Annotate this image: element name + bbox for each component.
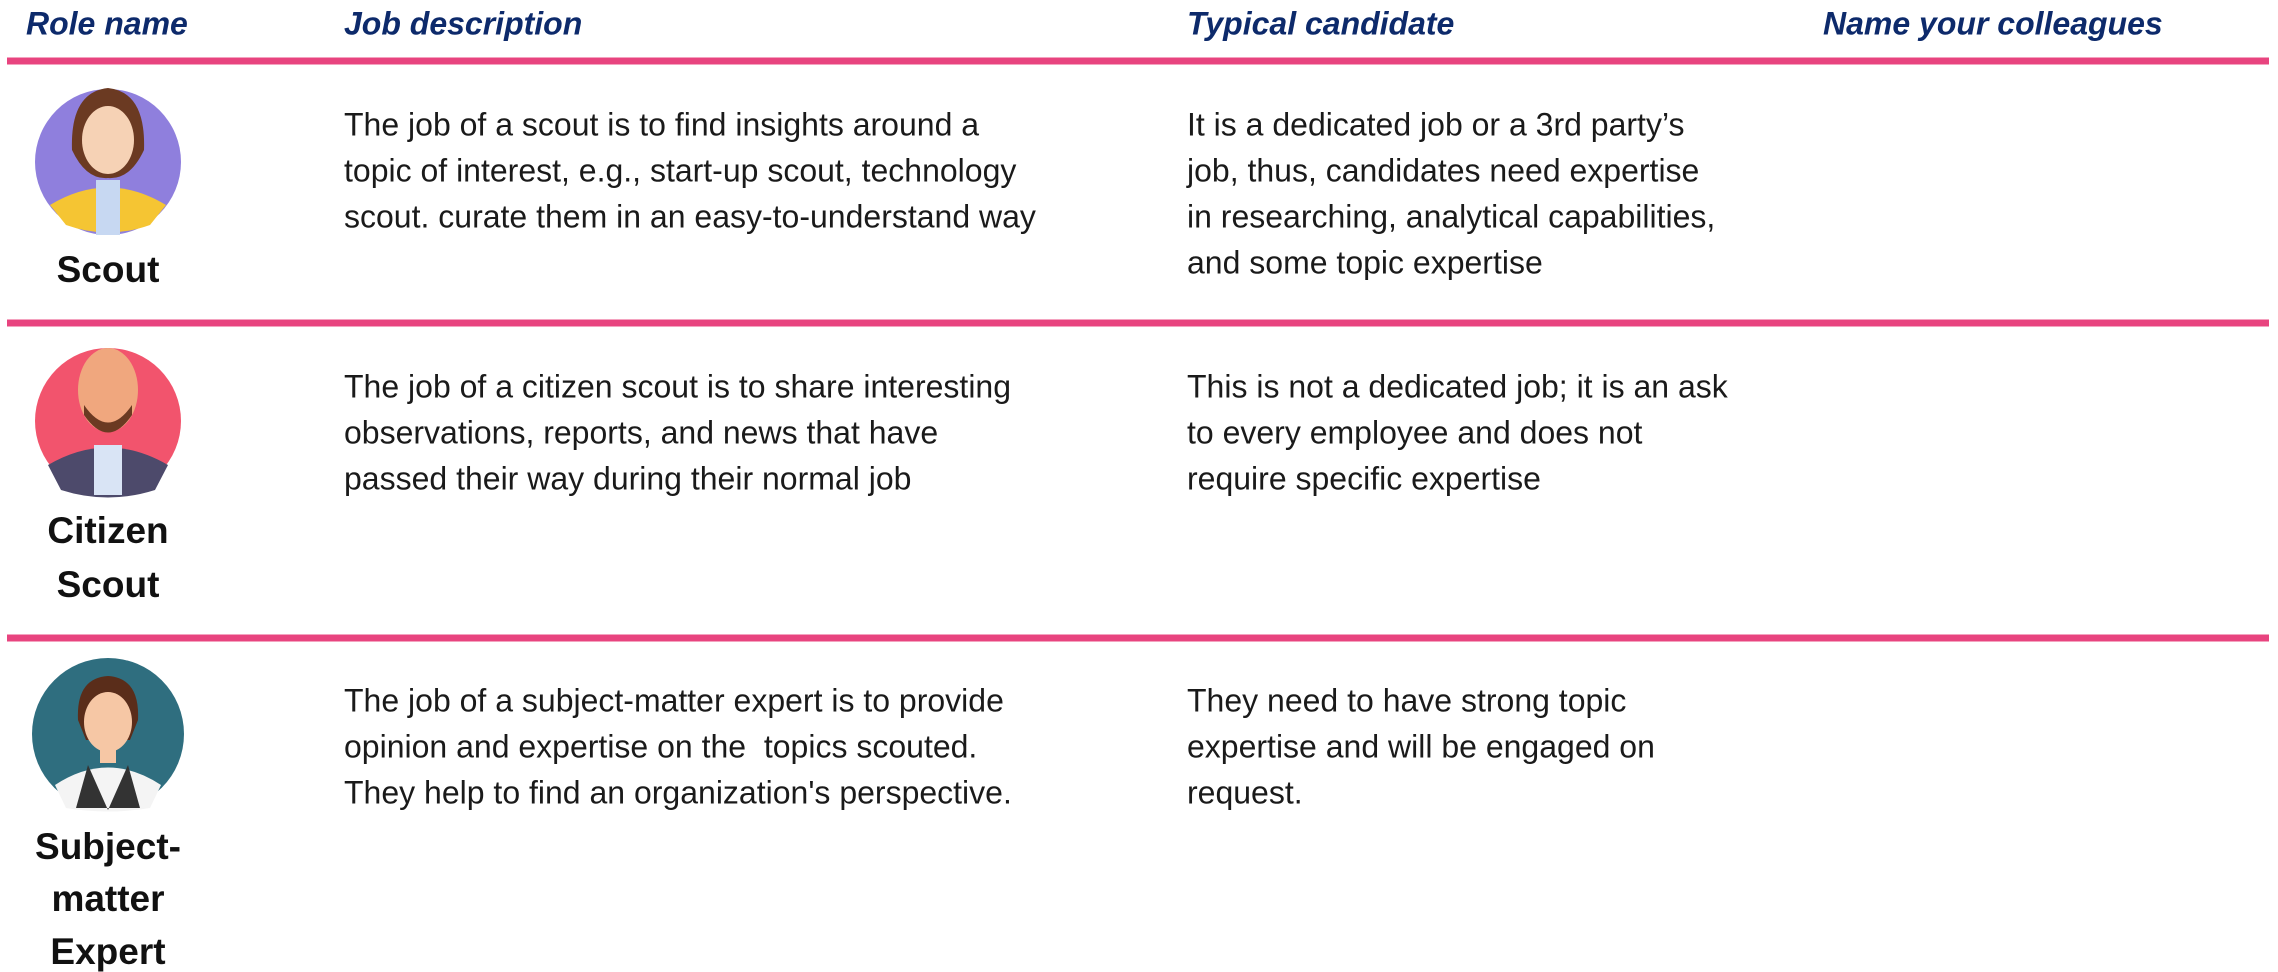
avatar-scout xyxy=(35,88,181,235)
job-description: topic of interest, e.g., start-up scout,… xyxy=(344,152,1016,188)
typical-candidate: to every employee and does not xyxy=(1187,414,1643,450)
column-header: Typical candidate xyxy=(1187,5,1454,41)
job-description: They help to find an organization's pers… xyxy=(344,774,1012,810)
typical-candidate: They need to have strong topic xyxy=(1187,682,1626,718)
typical-candidate: expertise and will be engaged on xyxy=(1187,728,1655,764)
typical-candidate: request. xyxy=(1187,774,1303,810)
role-name: Expert xyxy=(50,931,165,972)
typical-candidate: require specific expertise xyxy=(1187,460,1541,496)
job-description: The job of a citizen scout is to share i… xyxy=(344,368,1011,404)
job-description: opinion and expertise on the topics scou… xyxy=(344,728,977,764)
typical-candidate: It is a dedicated job or a 3rd party’s xyxy=(1187,106,1684,142)
role-name: matter xyxy=(51,878,164,919)
job-description: scout. curate them in an easy-to-underst… xyxy=(344,198,1036,234)
typical-candidate: in researching, analytical capabilities, xyxy=(1187,198,1715,234)
role-name: Scout xyxy=(57,249,160,290)
job-description: passed their way during their normal job xyxy=(344,460,911,496)
column-header: Job description xyxy=(344,5,582,41)
avatar-expert xyxy=(32,658,184,812)
column-header: Role name xyxy=(26,5,188,41)
typical-candidate: This is not a dedicated job; it is an as… xyxy=(1187,368,1729,404)
column-header: Name your colleagues xyxy=(1823,5,2163,41)
typical-candidate: job, thus, candidates need expertise xyxy=(1186,152,1699,188)
job-description: The job of a subject-matter expert is to… xyxy=(344,682,1004,718)
avatar-citizen-scout xyxy=(35,348,181,498)
typical-candidate: and some topic expertise xyxy=(1187,244,1543,280)
role-name: Scout xyxy=(57,564,160,605)
job-description: The job of a scout is to find insights a… xyxy=(344,106,979,142)
role-name: Citizen xyxy=(47,510,168,551)
job-description: observations, reports, and news that hav… xyxy=(344,414,938,450)
role-name: Subject- xyxy=(35,826,181,867)
